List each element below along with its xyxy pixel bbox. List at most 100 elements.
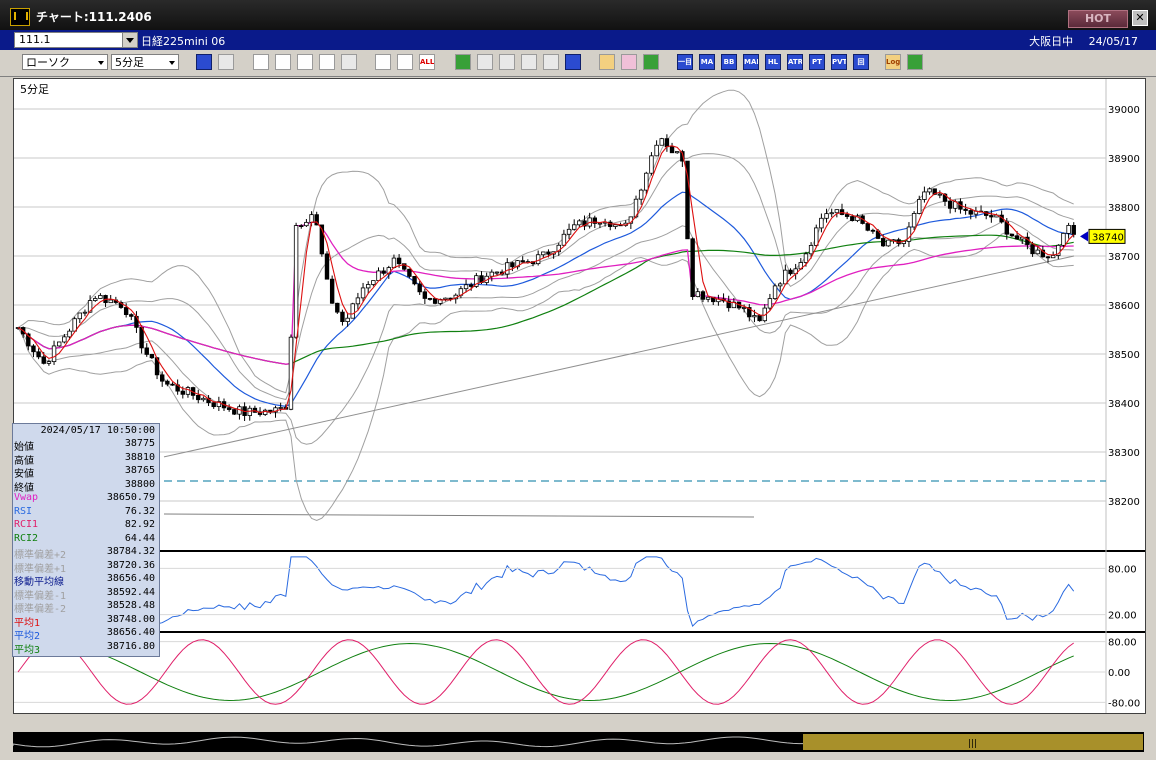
info-label: 移動平均線 — [14, 577, 64, 588]
candle-body — [741, 307, 747, 309]
info-row: 平均3 38716.80 — [13, 640, 157, 656]
candle-body — [865, 223, 870, 231]
crosshair-icon[interactable] — [218, 54, 234, 70]
atr-icon[interactable]: ATR — [787, 54, 803, 70]
candle-body — [51, 345, 57, 363]
candle-body — [690, 238, 695, 298]
target-icon[interactable] — [275, 54, 291, 70]
info-row: RCI1 82.92 — [13, 519, 157, 532]
info-label: RSI — [14, 505, 33, 517]
period-select[interactable]: 5分足 — [111, 54, 179, 70]
eraser-icon[interactable] — [521, 54, 537, 70]
kai-icon[interactable]: 回 — [853, 54, 869, 70]
info-row: Vwap 38650.79 — [13, 492, 157, 505]
rci2-line — [17, 642, 1074, 702]
candle-a-icon[interactable] — [375, 54, 391, 70]
line-icon[interactable] — [477, 54, 493, 70]
candle-body — [649, 155, 654, 174]
candle-body — [592, 217, 597, 224]
price-marker-icon — [1080, 231, 1088, 242]
info-row: 平均2 38656.40 — [13, 627, 157, 642]
info-value: 76.32 — [124, 505, 155, 517]
gear-icon[interactable] — [599, 54, 615, 70]
candle-body — [196, 394, 201, 401]
price-tick-label: 38700 — [1108, 252, 1140, 263]
candle-body — [93, 298, 98, 301]
candle-body — [26, 333, 31, 347]
info-label: 標準偏差+2 — [14, 550, 67, 561]
candle-body — [1020, 236, 1025, 240]
cursor-icon[interactable] — [499, 54, 515, 70]
buy-icon[interactable] — [253, 54, 269, 70]
ohlc-info-box: 2024/05/17 10:50:00 始値 38775 高値 38810 安値 3876… — [12, 423, 160, 657]
candle-body — [808, 245, 814, 255]
candle-body — [123, 307, 129, 315]
pt-icon[interactable]: PT — [809, 54, 825, 70]
ichimoku-icon[interactable]: 一目 — [677, 54, 693, 70]
candle-body — [561, 233, 567, 246]
candle-body — [520, 260, 525, 263]
chart-svg[interactable]: 39000 38900 38800 38700 38600 38500 38400 38300… — [14, 79, 1145, 731]
chevron-down-icon[interactable] — [122, 32, 138, 48]
info-row: 高値 38810 — [13, 451, 157, 467]
candle-body — [278, 407, 283, 409]
candle-body — [412, 276, 417, 285]
info-label: 標準偏差-1 — [14, 590, 67, 602]
symbol-input[interactable]: 111.1 — [14, 32, 126, 48]
candle-body — [824, 213, 829, 219]
palette-icon[interactable] — [643, 54, 659, 70]
trash-icon[interactable] — [565, 54, 581, 70]
print-icon[interactable] — [341, 54, 357, 70]
candle-body — [968, 210, 973, 215]
candle-body — [927, 188, 932, 193]
candle-body — [391, 257, 397, 269]
candle-body — [165, 380, 170, 385]
chart-area[interactable]: 39000 38900 38800 38700 38600 38500 38400 38300… — [13, 78, 1146, 731]
level-line — [163, 513, 755, 518]
candle-body — [324, 253, 330, 280]
candle-body — [396, 257, 402, 265]
bars-icon[interactable] — [297, 54, 313, 70]
info-label: 平均3 — [14, 644, 41, 656]
candle-body — [577, 220, 582, 226]
export-icon[interactable] — [907, 54, 923, 70]
bollinger-lower-2 — [17, 231, 1074, 522]
candle-body — [870, 229, 876, 232]
list-icon[interactable] — [543, 54, 559, 70]
candle-body — [299, 225, 304, 227]
candle-body — [788, 269, 793, 275]
mae-icon[interactable]: MAE — [743, 54, 759, 70]
close-icon[interactable]: ✕ — [1132, 10, 1148, 26]
info-value: 38656.40 — [106, 627, 155, 638]
market-info: 大阪日中 24/05/17 — [1017, 33, 1138, 49]
candle-body — [638, 189, 644, 200]
pvt-icon[interactable]: PVT — [831, 54, 847, 70]
hl-icon[interactable]: HL — [765, 54, 781, 70]
zoom-icon[interactable] — [196, 54, 212, 70]
candle-body — [582, 220, 587, 227]
candle-body — [1061, 232, 1066, 246]
scroll-thumb[interactable] — [803, 734, 1143, 750]
candle-body — [844, 214, 850, 217]
bb-icon[interactable]: BB — [721, 54, 737, 70]
all-icon[interactable]: ALL — [419, 54, 435, 70]
info-value: 38810 — [124, 451, 155, 463]
info-value: 38716.80 — [106, 640, 155, 652]
trend-icon[interactable] — [319, 54, 335, 70]
candle-b-icon[interactable] — [397, 54, 413, 70]
candle-body — [365, 284, 371, 289]
candle-body — [963, 208, 968, 211]
pen-icon[interactable] — [455, 54, 471, 70]
overview-scrollbar[interactable]: ||| — [12, 732, 1144, 752]
candle-body — [767, 298, 773, 309]
log-icon[interactable]: Log — [885, 54, 901, 70]
info-label: 始値 — [14, 442, 34, 453]
brush-icon[interactable] — [621, 54, 637, 70]
candle-body — [772, 285, 778, 300]
candle-body — [376, 270, 381, 282]
info-label: 標準偏差+1 — [14, 563, 67, 575]
hot-button[interactable]: HOT — [1068, 10, 1128, 28]
ma-icon[interactable]: MA — [699, 54, 715, 70]
candle-body — [67, 330, 72, 338]
chart-type-select[interactable]: ローソク — [22, 54, 108, 70]
